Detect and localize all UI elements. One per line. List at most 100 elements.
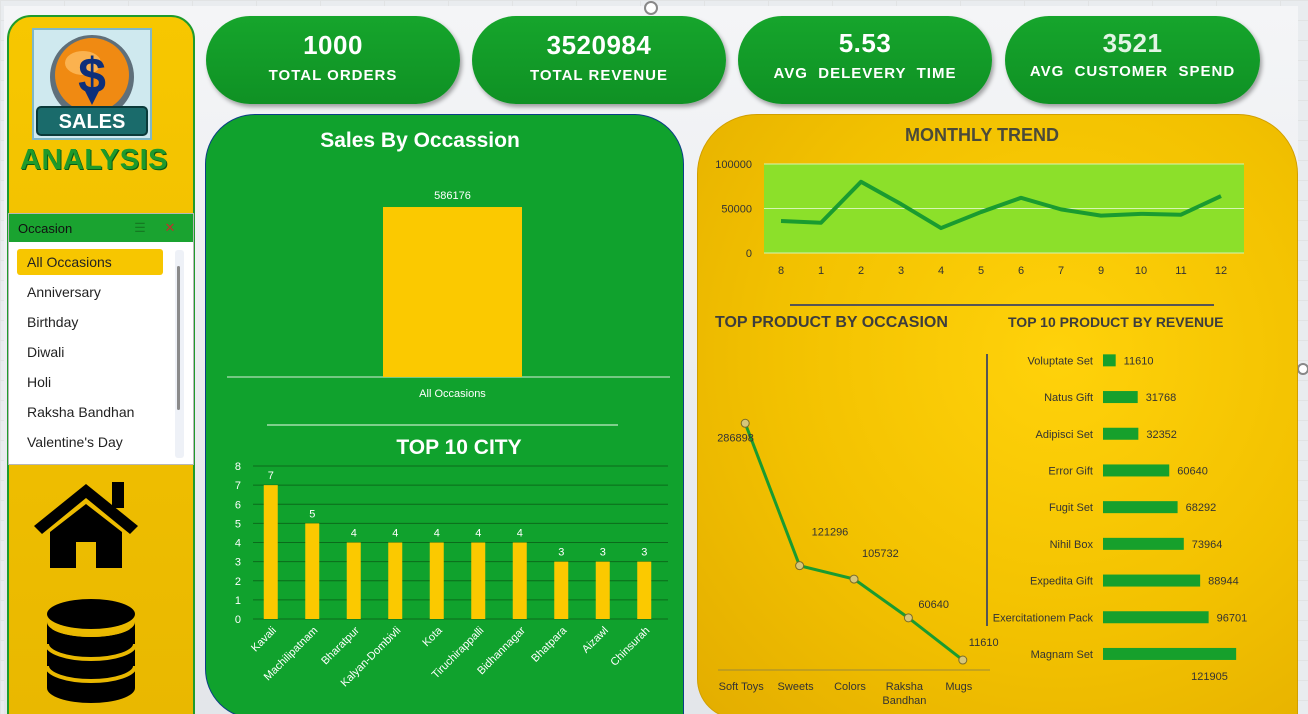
- monthly-trend-title: MONTHLY TREND: [905, 125, 1059, 145]
- top-10-product-chart: Voluptate Set 11610 Natus Gift 31768 Adipisc…: [986, 354, 1248, 683]
- slicer-item-holi[interactable]: Holi: [27, 374, 52, 390]
- city-bar: [554, 561, 569, 619]
- city-bar: [429, 542, 444, 619]
- slicer-scrollbar-thumb[interactable]: [177, 266, 180, 410]
- db-top: [47, 599, 135, 629]
- city-bar: [471, 542, 486, 619]
- sales-by-occasion-chart: 586176 All Occasions: [227, 190, 670, 400]
- city-bar-label: 5: [309, 508, 315, 520]
- city-category-label: Kota: [420, 624, 445, 649]
- trend-x-tick: 12: [1215, 265, 1227, 277]
- occ-line-data-label: 60640: [918, 599, 949, 611]
- occasion-bar: [383, 207, 522, 377]
- product-bar-label: 11610: [1124, 355, 1154, 367]
- home-icon[interactable]: [30, 478, 142, 570]
- slicer-item-anniversary[interactable]: Anniversary: [27, 284, 101, 300]
- occ-line-point: [740, 418, 750, 428]
- city-category-label: Bhatpara: [529, 624, 570, 665]
- slicer-item-all-occasions[interactable]: All Occasions: [17, 249, 163, 275]
- top-product-by-occasion-title: TOP PRODUCT BY OCCASION: [715, 314, 948, 331]
- trend-x-tick: 11: [1175, 265, 1186, 277]
- city-bar-label: 3: [641, 547, 647, 559]
- product-category-label: Exercitationem Pack: [993, 612, 1094, 624]
- city-bar: [512, 542, 527, 619]
- product-category-label: Natus Gift: [1044, 392, 1093, 404]
- city-bar: [637, 561, 652, 619]
- occ-line: [743, 422, 964, 662]
- product-bar: [1103, 574, 1201, 587]
- city-y-tick: 3: [235, 557, 241, 569]
- top-product-by-occasion-chart: 286898 Soft Toys 121296 Sweets 105732 Colors 6…: [717, 418, 999, 707]
- trend-x-tick: 5: [978, 265, 984, 277]
- db-band-1: [45, 643, 137, 661]
- kpi-label: TOTAL REVENUE: [529, 67, 669, 84]
- product-bar: [1103, 391, 1138, 404]
- city-y-tick: 4: [235, 538, 241, 550]
- multi-select-icon[interactable]: ☰: [134, 220, 146, 235]
- kpi-total-revenue: 3520984 TOTAL REVENUE: [472, 16, 726, 104]
- trend-x-tick: 4: [938, 265, 944, 277]
- arrow-down-icon: [83, 87, 101, 105]
- product-bar-label: 31768: [1146, 392, 1177, 404]
- occ-line-x-label: Mugs: [945, 681, 972, 693]
- logo-banner: [36, 106, 148, 136]
- city-y-tick: 8: [235, 461, 241, 473]
- product-bar-label: 96701: [1217, 612, 1248, 624]
- slicer-item-raksha-bandhan[interactable]: Raksha Bandhan: [27, 404, 135, 420]
- slicer-header: Occasion ☰ ✕: [9, 214, 193, 242]
- db-band-2: [45, 665, 137, 683]
- product-bar: [1103, 427, 1139, 440]
- slicer-item-valentines-day[interactable]: Valentine's Day: [27, 434, 123, 450]
- occ-line-data-label: 121296: [812, 527, 849, 539]
- kpi-label: AVG DELEVERY TIME: [773, 65, 957, 82]
- kpi-value: 3520984: [546, 30, 652, 60]
- trend-x-tick: 3: [898, 265, 904, 277]
- occ-line-data-label: 11610: [969, 637, 999, 649]
- city-y-tick: 7: [235, 480, 241, 492]
- clear-filter-icon[interactable]: ✕: [164, 220, 176, 235]
- occasion-slicer[interactable]: Occasion ☰ ✕ All Occasions Anniversary B…: [8, 213, 194, 465]
- product-bar-label: 68292: [1186, 502, 1217, 514]
- product-bar-label: 73964: [1192, 539, 1223, 551]
- city-bar-label: 3: [600, 547, 606, 559]
- slicer-item-diwali[interactable]: Diwali: [27, 344, 65, 360]
- city-category-label: Chinsurah: [608, 625, 652, 669]
- slicer-scrollbar[interactable]: [175, 250, 184, 458]
- city-category-label: Kavali: [249, 625, 279, 655]
- home-body: [50, 504, 122, 568]
- product-category-label: Expedita Gift: [1030, 576, 1093, 588]
- city-y-tick: 6: [235, 499, 241, 511]
- occ-line-point: [958, 655, 968, 665]
- trend-x-tick: 10: [1135, 265, 1147, 277]
- product-category-label: Fugit Set: [1049, 502, 1093, 514]
- city-bar: [388, 542, 403, 619]
- occ-line-x-label: Colors: [834, 681, 866, 693]
- top-10-product-title: TOP 10 PRODUCT BY REVENUE: [1008, 314, 1224, 330]
- product-bar-label: 88944: [1208, 576, 1239, 588]
- kpi-value: 1000: [303, 30, 363, 60]
- city-bar-label: 4: [392, 528, 398, 540]
- database-icon[interactable]: [43, 596, 139, 708]
- resize-handle-top[interactable]: [644, 1, 658, 15]
- left-charts: Sales By Occassion 586176 All Occasions T…: [227, 129, 670, 689]
- sales-logo: $ SALES: [32, 28, 152, 140]
- city-y-tick: 5: [235, 518, 241, 530]
- slicer-list: All Occasions Anniversary Birthday Diwal…: [17, 249, 163, 459]
- occ-line-point: [849, 574, 859, 584]
- resize-handle-right[interactable]: [1297, 363, 1308, 375]
- city-bar: [305, 523, 320, 619]
- logo-text: SALES: [59, 111, 126, 133]
- top-10-city-title: TOP 10 CITY: [396, 436, 521, 459]
- occ-line-x-label: Bandhan: [882, 695, 926, 707]
- occ-line-x-label: Raksha: [886, 681, 924, 693]
- city-bar: [595, 561, 610, 619]
- trend-line: [780, 179, 1222, 231]
- city-y-tick: 2: [235, 576, 241, 588]
- occasion-category-label: All Occasions: [419, 388, 486, 400]
- brand-title: ANALYSIS: [20, 144, 168, 176]
- db-body: [47, 622, 135, 703]
- city-category-label: Aizawl: [580, 625, 611, 656]
- slicer-item-birthday[interactable]: Birthday: [27, 314, 79, 330]
- occ-line-data-label: 286898: [717, 432, 754, 444]
